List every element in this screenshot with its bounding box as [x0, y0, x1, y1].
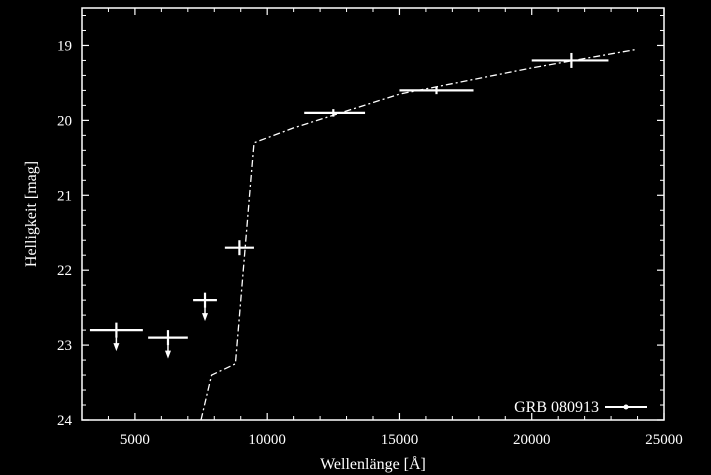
upper-limit-arrow-head — [202, 313, 209, 322]
data-points — [89, 52, 609, 359]
data-point — [89, 322, 143, 352]
y-tick-label: 20 — [57, 113, 72, 129]
axis-ticks — [82, 8, 665, 421]
legend-marker-sample — [623, 404, 629, 410]
x-axis-label: Wellenlänge [Å] — [320, 455, 426, 473]
x-tick-label: 15000 — [381, 432, 419, 448]
y-tick-labels: 19 20 21 22 23 24 — [57, 38, 73, 429]
x-tick-label: 10000 — [248, 432, 286, 448]
data-point — [531, 52, 609, 68]
legend: GRB 080913 — [514, 399, 647, 416]
y-tick-label: 23 — [57, 338, 72, 354]
data-point — [148, 330, 188, 359]
x-tick-labels: 5000 10000 15000 20000 25000 — [120, 432, 683, 448]
upper-limit-arrow-head — [113, 343, 120, 352]
x-tick-label: 5000 — [120, 432, 150, 448]
legend-label: GRB 080913 — [514, 399, 599, 416]
upper-limit-arrow-head — [164, 350, 171, 359]
y-tick-label: 21 — [57, 188, 72, 204]
x-tick-label: 20000 — [513, 432, 551, 448]
x-tick-label: 25000 — [645, 432, 683, 448]
y-axis-label: Helligkeit [mag] — [23, 161, 40, 267]
model-line — [200, 48, 638, 421]
y-tick-label: 24 — [57, 413, 73, 429]
y-tick-label: 19 — [57, 38, 72, 54]
y-tick-label: 22 — [57, 263, 72, 279]
data-point — [399, 86, 474, 95]
data-point — [224, 240, 254, 256]
data-point — [193, 292, 217, 322]
data-point — [304, 109, 366, 117]
